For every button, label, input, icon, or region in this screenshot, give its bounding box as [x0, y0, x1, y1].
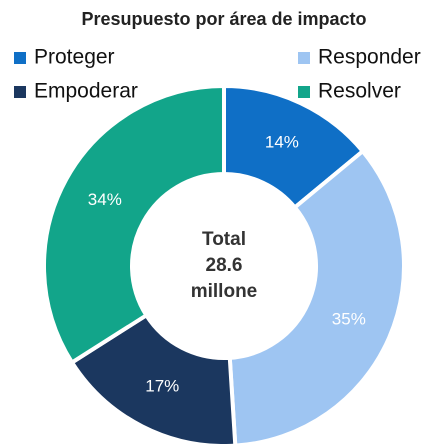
center-label: Total	[202, 229, 246, 250]
center-label: millone	[191, 281, 258, 302]
legend-label: Resolver	[318, 80, 401, 103]
legend-label: Responder	[318, 46, 421, 69]
value-label: 17%	[145, 377, 179, 396]
legend-swatch	[298, 86, 310, 98]
donut-slice	[42, 83, 226, 366]
value-label: 14%	[265, 132, 299, 151]
legend-swatch	[14, 86, 26, 98]
value-label: 35%	[332, 309, 366, 328]
legend-label: Empoderar	[34, 80, 138, 103]
chart-title: Presupuesto por área de impacto	[81, 9, 366, 29]
legend-swatch	[14, 52, 26, 64]
legend-label: Proteger	[34, 46, 115, 69]
value-label: 34%	[88, 190, 122, 209]
donut-slice	[69, 312, 238, 444]
donut-slice	[227, 148, 406, 444]
legend-swatch	[298, 52, 310, 64]
center-label: 28.6	[206, 255, 243, 276]
